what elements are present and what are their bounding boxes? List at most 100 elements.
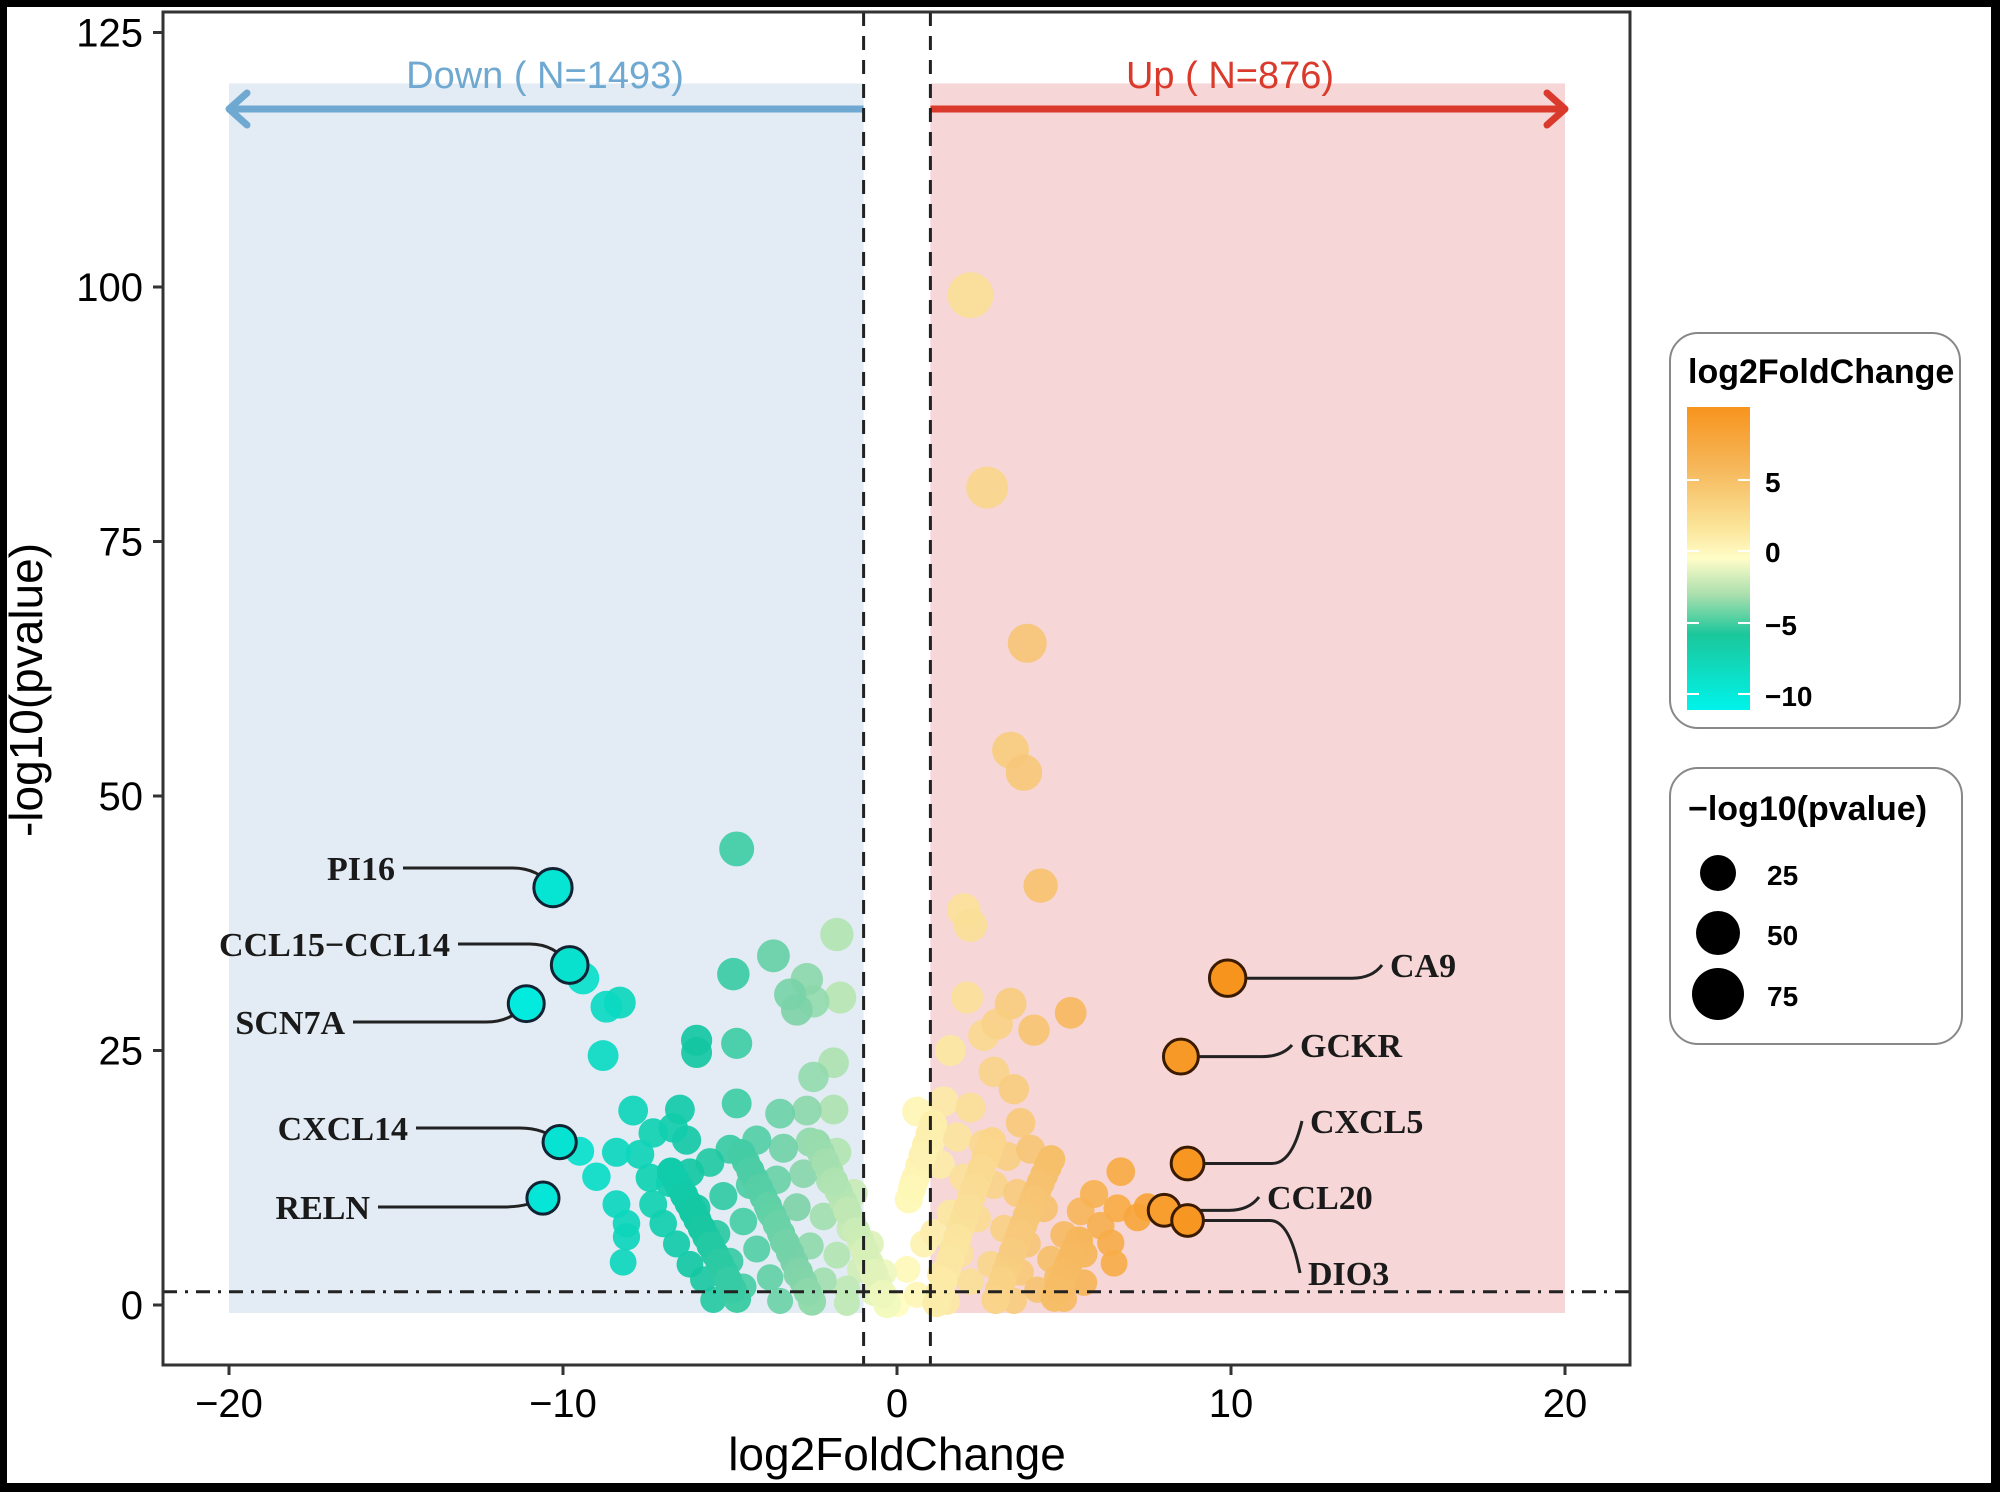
y-tick-label: 100 xyxy=(76,266,143,310)
data-point xyxy=(618,1095,649,1126)
data-point xyxy=(709,1182,738,1211)
color-legend-label: −5 xyxy=(1765,610,1797,641)
data-point xyxy=(893,1256,921,1283)
data-point xyxy=(638,1118,668,1148)
data-point xyxy=(768,1133,798,1163)
leader-line xyxy=(1164,1196,1261,1212)
data-point xyxy=(756,939,790,973)
data-point xyxy=(915,1120,944,1149)
data-point xyxy=(942,1122,972,1152)
data-point xyxy=(823,1241,851,1269)
x-tick-label: 10 xyxy=(1209,1382,1254,1426)
x-tick-label: −10 xyxy=(529,1382,597,1426)
data-point xyxy=(1079,1179,1109,1209)
data-point xyxy=(656,1157,685,1186)
data-point xyxy=(929,1266,958,1295)
data-point xyxy=(639,1190,668,1219)
data-point xyxy=(609,1248,637,1276)
region-label-down: Down ( N=1493) xyxy=(406,55,684,97)
data-point xyxy=(681,1037,713,1069)
data-point xyxy=(955,1092,986,1123)
y-tick-label: 50 xyxy=(99,775,144,819)
region-down xyxy=(229,83,864,1313)
data-point xyxy=(1005,1107,1036,1138)
data-point xyxy=(951,981,984,1014)
data-point xyxy=(774,978,807,1011)
data-point xyxy=(1106,1157,1136,1186)
color-bar xyxy=(1687,407,1750,710)
gene-label: GCKR xyxy=(1300,1028,1402,1065)
size-legend-box xyxy=(1669,767,1963,1045)
color-legend-title: log2FoldChange xyxy=(1688,353,1954,391)
labeled-point xyxy=(1170,1203,1205,1238)
data-point xyxy=(920,1219,948,1247)
labeled-point xyxy=(1161,1037,1200,1076)
data-point xyxy=(590,990,623,1023)
size-legend-label: 25 xyxy=(1767,860,1798,891)
data-point xyxy=(582,1162,611,1191)
data-point xyxy=(625,1139,655,1169)
size-legend-dot-25 xyxy=(1700,855,1736,891)
leader-line xyxy=(1187,1120,1304,1165)
data-point xyxy=(1097,1229,1125,1257)
color-legend: log2FoldChange 5 0 −5 −10 xyxy=(1669,332,1961,729)
data-point xyxy=(662,1230,691,1258)
data-point xyxy=(818,1094,849,1125)
data-point xyxy=(850,1237,879,1266)
gene-label: RELN xyxy=(276,1190,371,1227)
data-point xyxy=(809,1202,838,1231)
regions-layer: Down ( N=1493) Up ( N=876) xyxy=(225,55,1569,1313)
y-tick-label: 75 xyxy=(99,521,144,565)
data-point xyxy=(859,1258,888,1287)
data-point xyxy=(765,1098,795,1129)
data-point xyxy=(1023,868,1058,903)
gene-label: CCL15−CCL14 xyxy=(219,927,450,964)
size-legend-dot-75 xyxy=(1692,968,1744,1020)
data-point xyxy=(612,1223,641,1251)
data-point xyxy=(587,1040,619,1072)
data-point xyxy=(934,1035,966,1066)
data-point xyxy=(1005,754,1043,791)
data-point xyxy=(791,1095,822,1126)
gene-label: PI16 xyxy=(327,851,395,888)
labeled-point xyxy=(532,867,574,909)
y-axis: 0 25 50 75 100 125 xyxy=(76,12,163,1328)
data-point xyxy=(833,1289,860,1316)
data-point xyxy=(994,987,1027,1020)
data-point xyxy=(782,1193,811,1222)
data-point xyxy=(771,1229,800,1258)
data-point xyxy=(966,466,1009,509)
data-point xyxy=(789,1159,818,1188)
data-point xyxy=(602,1190,631,1219)
data-point xyxy=(868,1280,897,1309)
y-tick-label: 25 xyxy=(99,1030,144,1074)
gene-label: DIO3 xyxy=(1308,1256,1389,1293)
y-axis-title: -log10(pvalue) xyxy=(0,543,52,837)
data-point xyxy=(820,1167,849,1196)
x-tick-label: 20 xyxy=(1543,1382,1588,1426)
data-point xyxy=(1037,1145,1066,1174)
data-point xyxy=(981,1285,1010,1314)
labeled-point xyxy=(549,945,590,985)
x-axis: −20 −10 0 10 20 xyxy=(195,1365,1587,1426)
gene-label: CA9 xyxy=(1390,948,1456,985)
data-point xyxy=(743,1235,771,1263)
data-point xyxy=(1044,1275,1073,1304)
data-point xyxy=(953,1193,982,1222)
data-point xyxy=(635,1163,665,1192)
data-point xyxy=(721,1088,752,1119)
data-point xyxy=(1018,1014,1050,1046)
labeled-point xyxy=(1207,958,1248,998)
data-point xyxy=(943,1223,972,1252)
size-legend-label: 75 xyxy=(1767,981,1798,1012)
data-point xyxy=(714,1266,743,1295)
data-point xyxy=(719,831,755,867)
data-point xyxy=(898,1174,927,1203)
labeled-point xyxy=(1169,1145,1206,1182)
region-up xyxy=(930,83,1565,1313)
gene-labels-layer: PI16 CCL15−CCL14 SCN7A CXCL14 RELN CA9 GCKR CXC… xyxy=(219,851,1456,1293)
gene-label: CXCL5 xyxy=(1310,1104,1423,1141)
data-point xyxy=(729,1207,758,1236)
size-legend: −log10(pvalue) 25 50 75 xyxy=(1669,767,1963,1045)
x-axis-title: log2FoldChange xyxy=(728,1428,1066,1480)
